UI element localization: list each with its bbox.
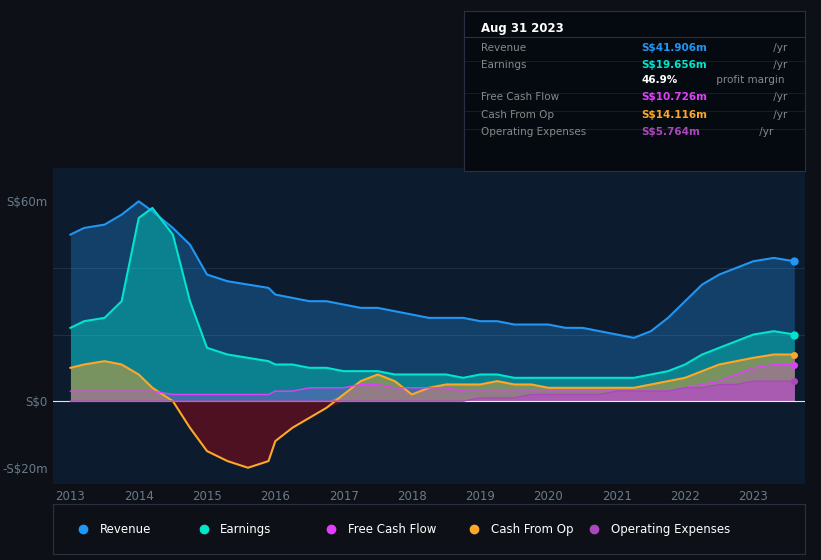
- Text: /yr: /yr: [770, 110, 787, 120]
- Text: S$10.726m: S$10.726m: [641, 92, 707, 102]
- Text: Cash From Op: Cash From Op: [481, 110, 554, 120]
- Text: profit margin: profit margin: [713, 75, 784, 85]
- Text: /yr: /yr: [770, 92, 787, 102]
- Text: Revenue: Revenue: [481, 43, 526, 53]
- Text: Cash From Op: Cash From Op: [491, 522, 573, 536]
- Text: S$19.656m: S$19.656m: [641, 60, 707, 71]
- Text: /yr: /yr: [770, 60, 787, 71]
- Text: Operating Expenses: Operating Expenses: [481, 128, 586, 138]
- Text: Aug 31 2023: Aug 31 2023: [481, 22, 564, 35]
- Text: 46.9%: 46.9%: [641, 75, 677, 85]
- Text: S$5.764m: S$5.764m: [641, 128, 700, 138]
- Text: Earnings: Earnings: [481, 60, 526, 71]
- Text: Operating Expenses: Operating Expenses: [611, 522, 730, 536]
- Text: Revenue: Revenue: [100, 522, 151, 536]
- Text: Free Cash Flow: Free Cash Flow: [348, 522, 436, 536]
- Text: /yr: /yr: [755, 128, 773, 138]
- Text: S$14.116m: S$14.116m: [641, 110, 707, 120]
- Text: Free Cash Flow: Free Cash Flow: [481, 92, 559, 102]
- Text: Earnings: Earnings: [220, 522, 272, 536]
- Text: /yr: /yr: [770, 43, 787, 53]
- Text: S$41.906m: S$41.906m: [641, 43, 707, 53]
